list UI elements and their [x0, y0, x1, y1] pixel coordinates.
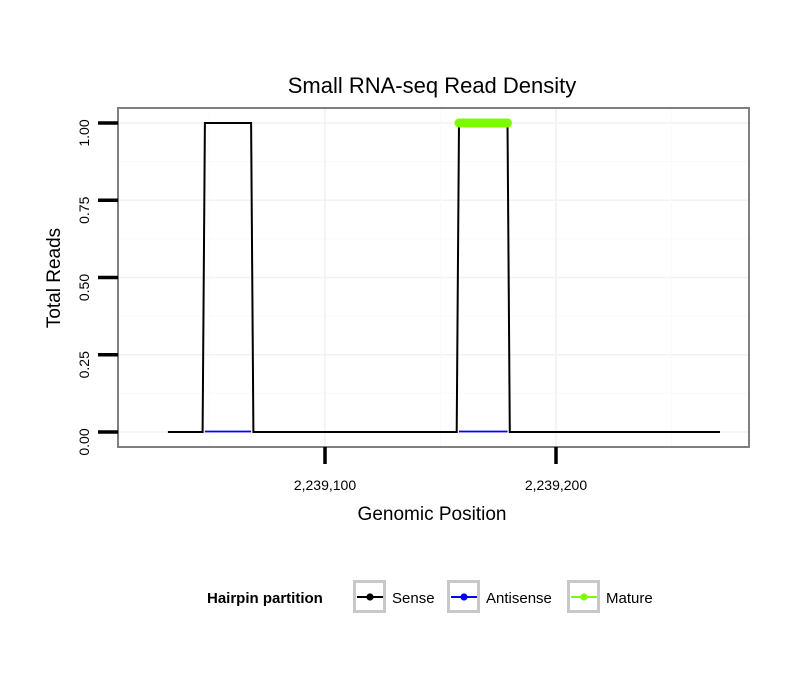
legend-label-mature: Mature — [606, 590, 653, 607]
chart-title: Small RNA-seq Read Density — [288, 73, 577, 98]
x-axis-title: Genomic Position — [358, 504, 507, 525]
series-sense-line — [167, 122, 720, 433]
y-axis-title: Total Reads — [44, 228, 65, 328]
legend-label-antisense: Antisense — [486, 590, 552, 607]
y-tick-label: 0.00 — [76, 428, 92, 455]
x-tick-label: 2,239,100 — [294, 477, 356, 493]
legend-key-mature — [567, 580, 600, 613]
y-axis: 0.00 0.25 0.50 0.75 1.00 — [76, 119, 118, 456]
legend-key-point — [580, 593, 588, 601]
legend-key-point — [460, 593, 468, 601]
y-tick-label: 0.25 — [76, 351, 92, 378]
legend-title: Hairpin partition — [207, 590, 323, 607]
y-tick-label: 0.50 — [76, 274, 92, 301]
legend-key-point — [366, 593, 374, 601]
y-tick-label: 0.75 — [76, 196, 92, 223]
y-tick-label: 1.00 — [76, 119, 92, 146]
series-layer — [167, 118, 720, 433]
legend: Hairpin partition Sense Antisense Mature — [207, 580, 653, 613]
x-tick-label: 2,239,200 — [525, 477, 587, 493]
x-axis: 2,239,100 2,239,200 — [294, 447, 587, 493]
legend-label-sense: Sense — [392, 590, 435, 607]
